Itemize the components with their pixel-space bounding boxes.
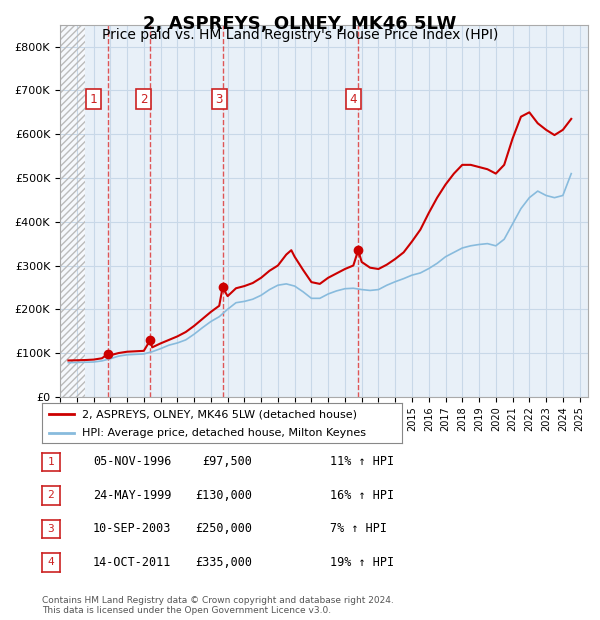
Text: 19% ↑ HPI: 19% ↑ HPI — [330, 556, 394, 569]
Text: £335,000: £335,000 — [195, 556, 252, 569]
Text: 1: 1 — [47, 457, 55, 467]
Text: 3: 3 — [215, 93, 223, 105]
Text: 14-OCT-2011: 14-OCT-2011 — [93, 556, 172, 569]
Text: 24-MAY-1999: 24-MAY-1999 — [93, 489, 172, 502]
Text: 3: 3 — [47, 524, 55, 534]
Bar — [60, 25, 85, 397]
Text: Contains HM Land Registry data © Crown copyright and database right 2024.
This d: Contains HM Land Registry data © Crown c… — [42, 596, 394, 615]
Text: £97,500: £97,500 — [202, 456, 252, 468]
Text: £250,000: £250,000 — [195, 523, 252, 535]
Text: 1: 1 — [90, 93, 97, 105]
Text: 2: 2 — [140, 93, 148, 105]
Bar — [60, 25, 85, 397]
Text: 2, ASPREYS, OLNEY, MK46 5LW (detached house): 2, ASPREYS, OLNEY, MK46 5LW (detached ho… — [82, 409, 356, 419]
Text: Price paid vs. HM Land Registry's House Price Index (HPI): Price paid vs. HM Land Registry's House … — [102, 28, 498, 42]
Text: 4: 4 — [350, 93, 357, 105]
Text: 7% ↑ HPI: 7% ↑ HPI — [330, 523, 387, 535]
Text: 2: 2 — [47, 490, 55, 500]
Text: 11% ↑ HPI: 11% ↑ HPI — [330, 456, 394, 468]
Text: 2, ASPREYS, OLNEY, MK46 5LW: 2, ASPREYS, OLNEY, MK46 5LW — [143, 16, 457, 33]
Text: 16% ↑ HPI: 16% ↑ HPI — [330, 489, 394, 502]
Text: 05-NOV-1996: 05-NOV-1996 — [93, 456, 172, 468]
Text: 4: 4 — [47, 557, 55, 567]
Text: HPI: Average price, detached house, Milton Keynes: HPI: Average price, detached house, Milt… — [82, 428, 365, 438]
Text: 10-SEP-2003: 10-SEP-2003 — [93, 523, 172, 535]
Text: £130,000: £130,000 — [195, 489, 252, 502]
